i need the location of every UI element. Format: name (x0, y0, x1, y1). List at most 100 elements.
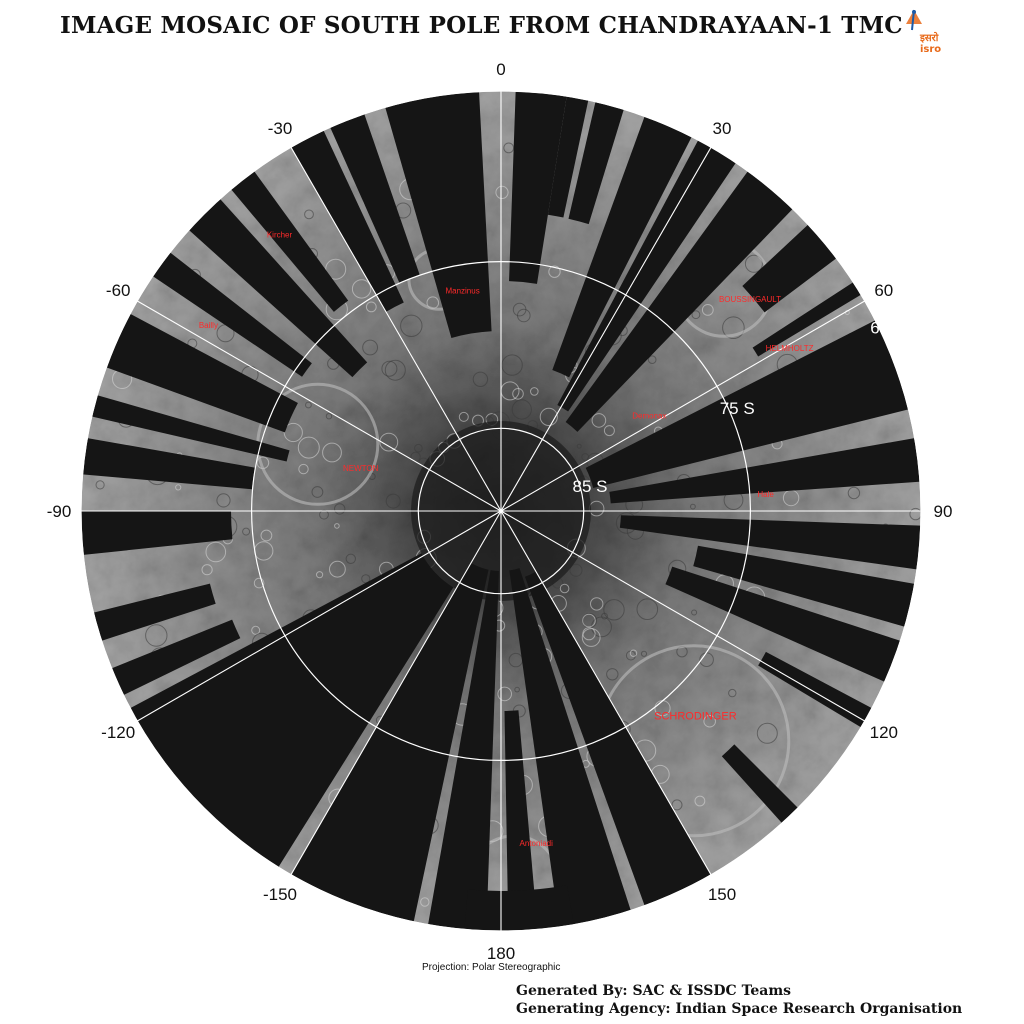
crater-mark (242, 527, 251, 536)
crater-mark (205, 541, 227, 563)
data-gap-wedge (86, 393, 290, 462)
crater-mark (325, 413, 333, 420)
longitude-label: 30 (713, 119, 732, 138)
crater-mark (590, 597, 604, 611)
data-gap-wedge (557, 135, 739, 412)
crater-mark (722, 316, 745, 340)
crater-mark (569, 563, 583, 577)
map-title: IMAGE MOSAIC OF SOUTH POLE FROM CHANDRAY… (60, 12, 903, 39)
meridian-line (290, 147, 502, 512)
crater-label: Antoniadi (520, 839, 554, 848)
longitude-label: -120 (101, 723, 135, 742)
data-gap-wedge (288, 562, 489, 927)
crater-mark (345, 553, 356, 564)
crater-mark (703, 714, 717, 728)
crater-mark (253, 577, 265, 589)
projection-note: Projection: Polar Stereographic (422, 962, 561, 973)
data-gap-wedge (619, 515, 921, 571)
crater-label: HELMHOLTZ (766, 344, 814, 353)
crater-mark (329, 560, 346, 578)
data-gap-wedge (565, 167, 797, 432)
crater-mark (606, 668, 619, 681)
isro-logo-text: इसरो isro (920, 33, 942, 55)
crater-mark (640, 650, 648, 657)
crater-mark (559, 583, 570, 594)
crater-mark (582, 613, 596, 628)
longitude-label: 150 (708, 885, 736, 904)
data-gap-wedge (148, 249, 312, 377)
longitude-label: 60 (874, 281, 893, 300)
crater-mark (334, 503, 346, 515)
meridian-line (500, 510, 865, 722)
crater-mark (691, 310, 701, 320)
data-gap-wedge (665, 566, 906, 684)
crater-mark (582, 627, 596, 641)
latitude-label: 85 S (573, 477, 608, 496)
longitude-label: -30 (268, 119, 293, 138)
longitude-label: 120 (870, 723, 898, 742)
crater-mark (603, 599, 625, 621)
isro-logo-icon: इसरो isro (892, 6, 962, 55)
crater-mark (539, 407, 558, 426)
credits-generated-by: Generated By: SAC & ISSDC Teams (516, 983, 792, 999)
crater-mark (414, 443, 423, 453)
crater-label: Manzinus (445, 286, 479, 295)
crater-label: Demonax (632, 411, 666, 420)
data-gap-wedge (101, 311, 298, 433)
crater-mark (381, 360, 398, 377)
crater-mark (690, 503, 696, 510)
crater-mark (400, 314, 423, 337)
data-gap-wedge (501, 885, 575, 931)
meridian-line (500, 510, 712, 875)
crater-label: BOUSSINGAULT (719, 295, 781, 304)
crater-mark (458, 411, 469, 422)
crater-mark (322, 442, 342, 463)
crater-mark (728, 688, 737, 698)
crater-mark (175, 484, 182, 491)
crater-mark (251, 625, 261, 635)
crater-mark (744, 254, 763, 273)
crater-label: Hale (757, 490, 774, 499)
crater-mark (514, 686, 520, 693)
crater-label: Bailly (199, 321, 218, 330)
crater-mark (691, 609, 698, 616)
data-gap-wedge (88, 583, 216, 643)
latitude-label: 65 S (870, 319, 905, 338)
crater-mark (647, 355, 657, 365)
crater-mark (472, 371, 489, 387)
data-gap-wedge (742, 221, 841, 313)
data-gap-wedge (552, 111, 694, 378)
crater-label: Kircher (267, 230, 293, 239)
credits-block: Generated By: SAC & ISSDC Teams Generati… (516, 982, 962, 1018)
crater-mark (260, 529, 273, 542)
longitude-label: 90 (934, 502, 953, 521)
crater-mark (319, 509, 329, 520)
data-gap-wedge (328, 109, 420, 283)
crater-mark (304, 209, 314, 220)
meridian-line (500, 147, 712, 512)
longitude-labels: 0 30 60 90 120 150 180 -150 -120 -90 -60 -30 (47, 60, 953, 963)
crater-mark (365, 301, 377, 313)
data-gap-wedge (288, 125, 404, 312)
data-gap-wedge (509, 91, 568, 284)
crater-mark (909, 507, 921, 521)
crater-mark (701, 304, 714, 316)
longitude-label: -90 (47, 502, 72, 521)
crater-mark (629, 649, 638, 657)
data-gap-wedge (185, 195, 368, 378)
data-gap-wedge (125, 553, 454, 872)
graticule (80, 90, 922, 932)
crater-mark (512, 388, 524, 400)
crater-mark (591, 413, 607, 428)
crater-mark (581, 628, 601, 647)
crater-label: NEWTON (343, 464, 379, 473)
crater-mark (311, 486, 324, 498)
data-gap-wedge (427, 570, 499, 931)
crater-mark (316, 571, 324, 579)
credits-agency: Generating Agency: Indian Space Research… (516, 1001, 963, 1017)
data-gap-wedge (504, 710, 539, 931)
longitude-label: -150 (263, 885, 297, 904)
data-gap-wedge (752, 279, 866, 357)
crater-mark (694, 795, 706, 807)
